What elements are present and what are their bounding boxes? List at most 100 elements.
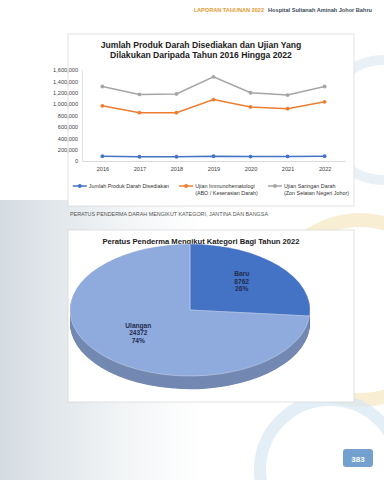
series-marker [138, 93, 142, 97]
y-tick-label: 1,400,000 [53, 79, 78, 85]
x-tick: 2017 [134, 161, 146, 172]
x-tick-label: 2020 [245, 166, 257, 172]
series-marker [212, 75, 216, 79]
y-tick-label: 1,000,000 [53, 101, 78, 107]
y-tick-label: 600,000 [58, 124, 78, 130]
y-tick: 1,200,000 [53, 90, 82, 96]
y-tick-label: 1,200,000 [53, 90, 78, 96]
pie-slice [70, 244, 310, 376]
series-marker [100, 85, 104, 89]
series-marker [249, 105, 253, 109]
header-report: LAPORAN TAHUNAN 2022 [194, 7, 264, 13]
legend-label-line: Ujian Immunohematologi [195, 183, 255, 189]
series-marker [100, 154, 104, 158]
plot-marks [100, 75, 326, 159]
legend-swatch-marker [273, 184, 277, 188]
x-axis-line [83, 161, 346, 162]
pie-label: Ulangan2437274% [125, 322, 151, 344]
legend-label: Ujian Saringan Darah(Zon Selatan Negeri … [284, 183, 349, 196]
series-marker [249, 155, 253, 159]
y-tick: 400,000 [58, 136, 82, 142]
y-tick: 1,600,000 [53, 67, 82, 73]
legend-swatch-marker [78, 184, 82, 188]
y-axis-line [82, 71, 83, 162]
y-tick: 200,000 [58, 147, 82, 153]
x-tick: 2018 [171, 161, 183, 172]
page: LAPORAN TAHUNAN 2022 Hospital Sultanah Am… [0, 0, 384, 480]
series-marker [286, 155, 290, 159]
series-marker [138, 155, 142, 159]
page-number: 383 [351, 455, 365, 464]
legend-label-line: Ujian Saringan Darah [284, 183, 336, 189]
y-tick-label: 200,000 [58, 147, 78, 153]
pie-side [190, 245, 310, 317]
legend-label-line: (Zon Selatan Negeri Johor) [284, 190, 349, 196]
series-marker [323, 154, 327, 158]
pie-label-percent: 26% [235, 285, 248, 292]
x-tick-label: 2019 [208, 166, 220, 172]
background [0, 0, 384, 480]
y-axis: 0 200,000 400,000 600,000 800,000 1,000,000 1,… [53, 67, 82, 164]
x-tick-label: 2018 [171, 166, 183, 172]
legend: Jumlah Produk Darah Disediakan Ujian Immu… [73, 183, 349, 196]
series-marker [212, 154, 216, 158]
header-hospital: Hospital Sultanah Aminah Johor Bahru [268, 7, 372, 13]
series-line [102, 100, 324, 113]
y-tick: 1,000,000 [53, 101, 82, 107]
pie-label-value: 24372 [129, 329, 148, 336]
x-tick: 2019 [208, 161, 220, 172]
header: LAPORAN TAHUNAN 2022 Hospital Sultanah Am… [194, 7, 373, 13]
y-tick-label: 400,000 [58, 136, 78, 142]
y-tick-label: 0 [75, 158, 78, 164]
series-marker [175, 92, 179, 96]
x-axis: 2016 2017 2018 2019 2020 2021 2022 [83, 161, 346, 172]
chart-title-line: Dilakukan Daripada Tahun 2016 Hingga 202… [110, 50, 292, 60]
legend-label: Jumlah Produk Darah Disediakan [89, 183, 169, 189]
legend-label: Ujian Immunohematologi(ABO / Keserasian … [195, 183, 258, 196]
y-tick: 0 [75, 158, 82, 164]
series-marker [249, 91, 253, 95]
series-marker [286, 107, 290, 111]
chart-frame [68, 34, 354, 206]
series-line [102, 77, 324, 95]
chart-frame [68, 230, 354, 402]
y-tick-label: 800,000 [58, 113, 78, 119]
x-tick-label: 2016 [97, 166, 109, 172]
series-marker [286, 93, 290, 97]
series-marker [175, 155, 179, 159]
legend-item: Jumlah Produk Darah Disediakan [73, 183, 169, 189]
series-marker [100, 104, 104, 108]
page-number-box [343, 449, 373, 467]
x-tick-label: 2021 [282, 166, 294, 172]
series-marker [323, 100, 327, 104]
series-marker [323, 85, 327, 89]
series-marker [138, 111, 142, 115]
x-tick-label: 2017 [134, 166, 146, 172]
x-tick-label: 2022 [319, 166, 331, 172]
series-marker [175, 111, 179, 115]
legend-swatch-marker [184, 184, 188, 188]
y-tick-label: 1,600,000 [53, 67, 78, 73]
y-tick: 800,000 [58, 113, 82, 119]
pie-slice [190, 244, 310, 316]
legend-item: Ujian Saringan Darah(Zon Selatan Negeri … [268, 183, 349, 196]
bg-arc [260, 400, 384, 480]
legend-item: Ujian Immunohematologi(ABO / Keserasian … [179, 183, 258, 196]
y-tick: 600,000 [58, 124, 82, 130]
y-tick: 1,400,000 [53, 79, 82, 85]
x-tick: 2022 [319, 161, 331, 172]
caption: PERATUS PENDERMA DARAH MENGIKUT KATEGORI… [70, 211, 268, 217]
pie-label-value: 8762 [234, 278, 249, 285]
legend-label-line: (ABO / Keserasian Darah) [195, 190, 258, 196]
x-tick: 2020 [245, 161, 257, 172]
x-tick: 2016 [97, 161, 109, 172]
pie-label: Baru876226% [234, 270, 249, 292]
chart-title-line: Jumlah Produk Darah Disediakan dan Ujian… [101, 40, 301, 50]
legend-label-line: Jumlah Produk Darah Disediakan [89, 183, 169, 189]
chart-title: Jumlah Produk Darah Disediakan dan Ujian… [101, 40, 301, 60]
x-tick: 2021 [282, 161, 294, 172]
pie-label-category: Baru [234, 270, 249, 277]
pie [70, 244, 310, 376]
pie-sides [70, 245, 310, 390]
pie-label-percent: 74% [132, 337, 145, 344]
